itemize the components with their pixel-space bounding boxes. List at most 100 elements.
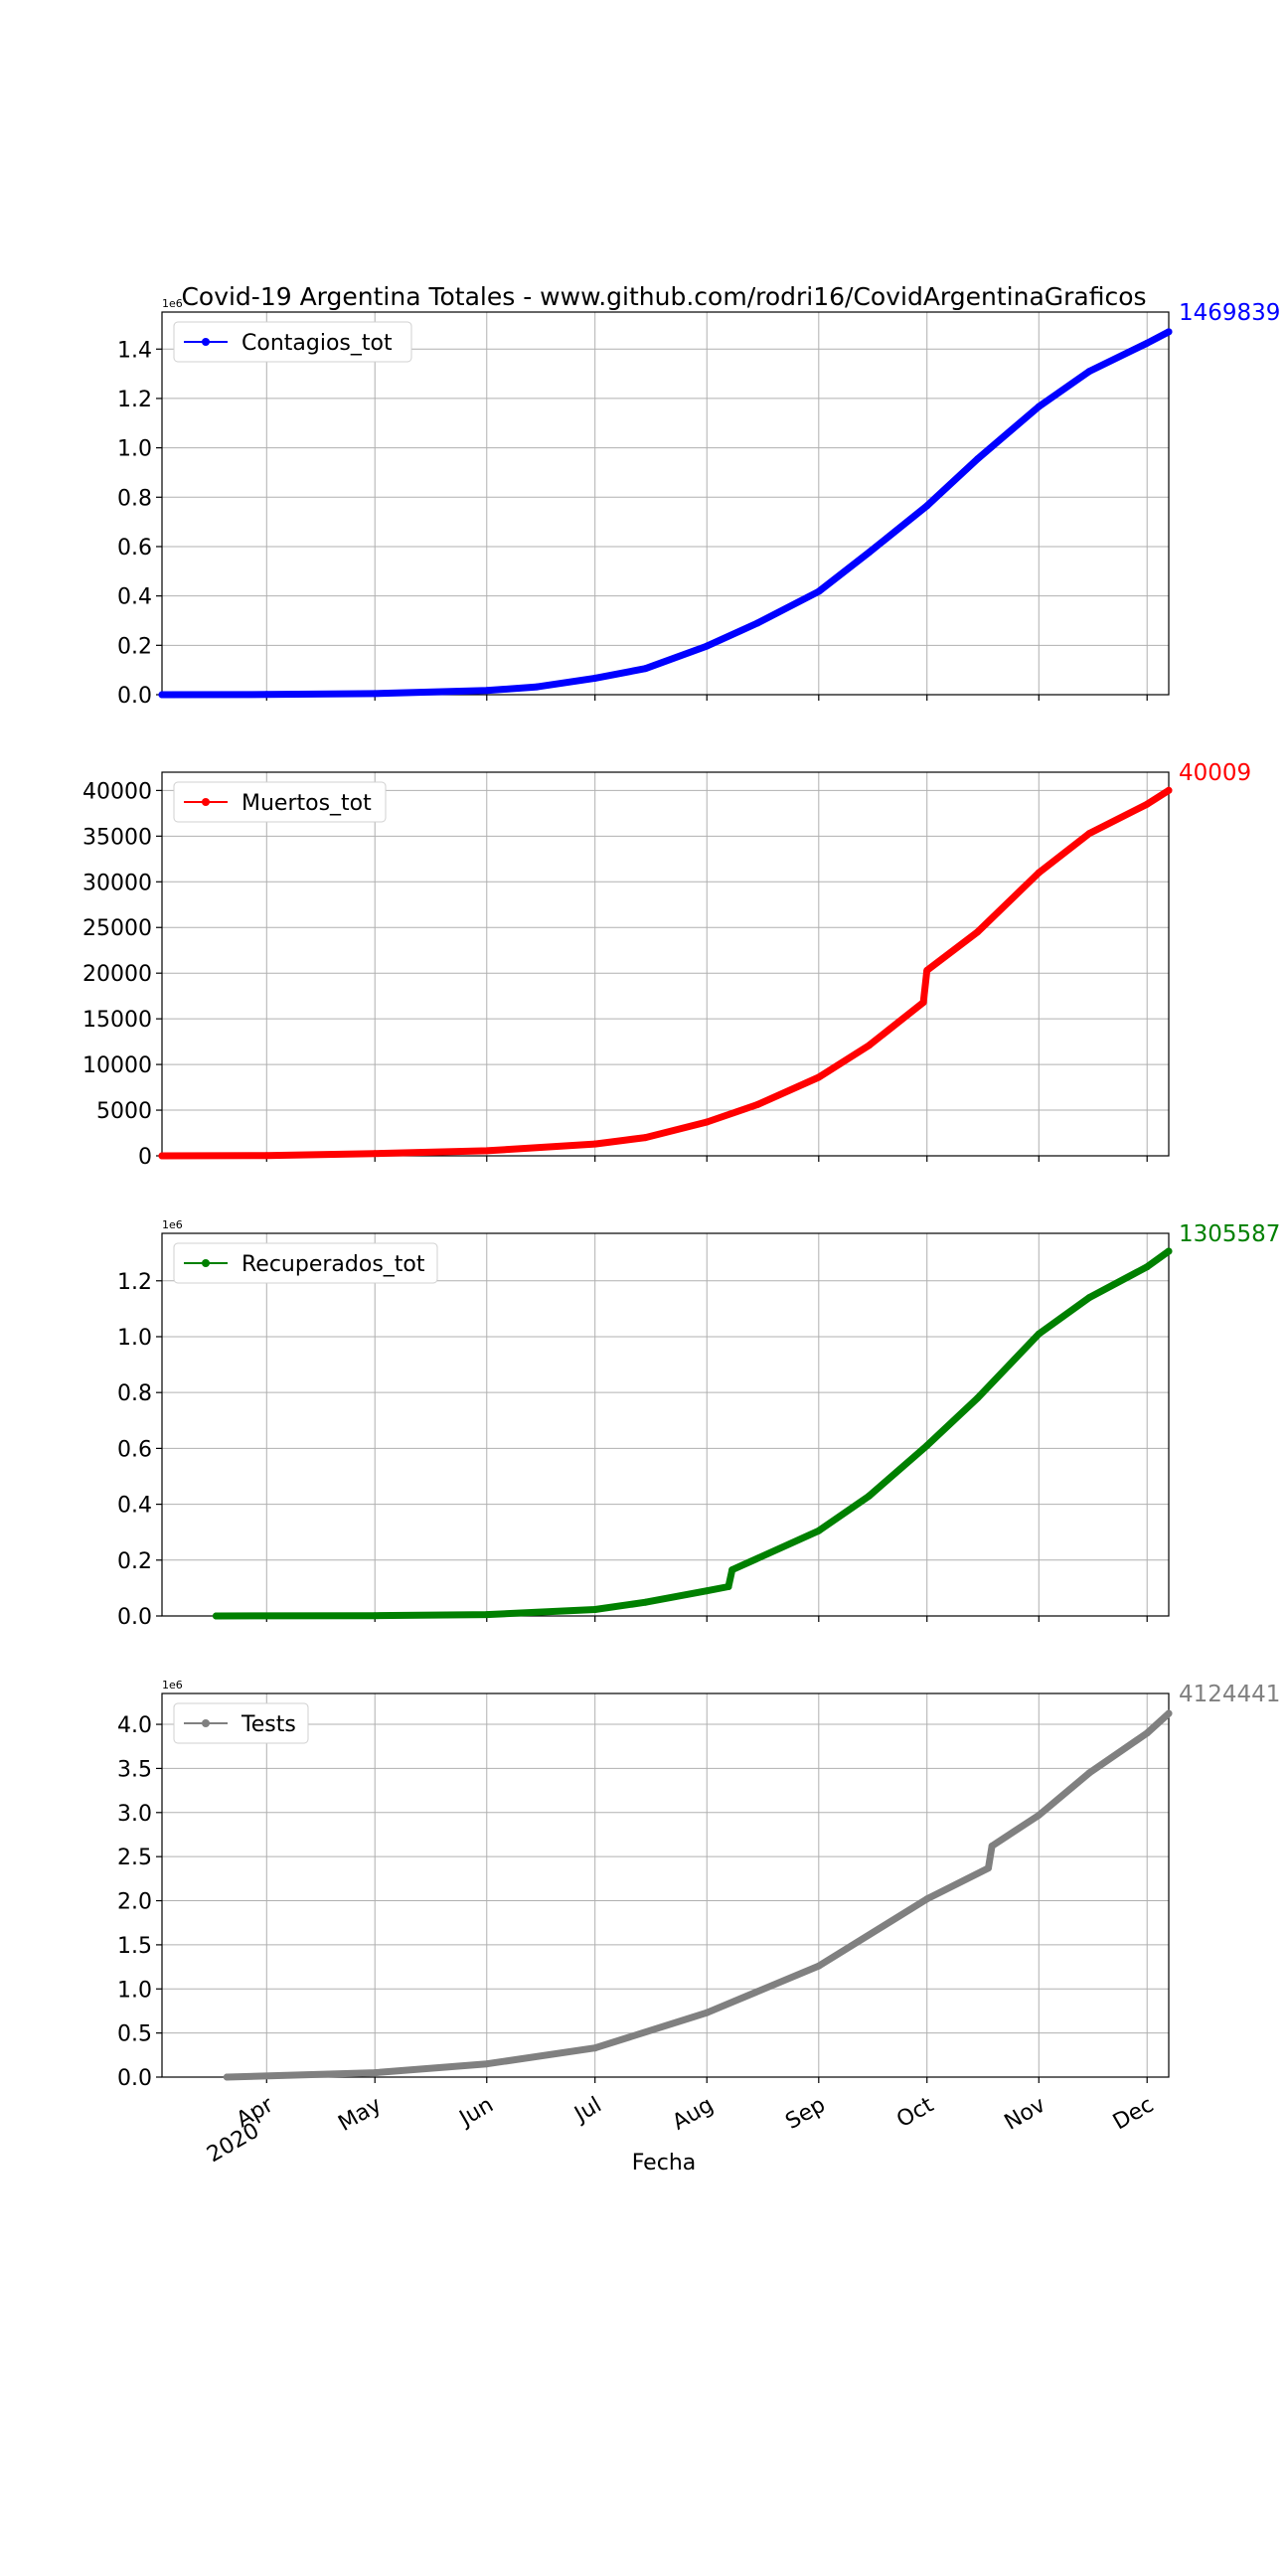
legend: Recuperados_tot — [173, 1242, 438, 1284]
y-tick-label: 3.5 — [117, 1757, 152, 1782]
x-axis-label: Fecha — [632, 2151, 697, 2175]
y-tick-label: 15000 — [82, 1008, 152, 1033]
y-tick-label: 2.0 — [117, 1890, 152, 1915]
data-point — [919, 999, 927, 1007]
data-point — [212, 1612, 220, 1620]
y-tick-label: 0.5 — [117, 2022, 152, 2047]
axes-frame — [161, 311, 1170, 696]
last-value-label: 4124441 — [1179, 1682, 1280, 1707]
x-tick-label: Jun — [454, 2093, 498, 2133]
data-point — [371, 690, 379, 698]
y-tick-label: 3.0 — [117, 1802, 152, 1827]
data-point — [591, 1606, 599, 1614]
data-point — [1085, 1294, 1093, 1302]
subplot-contagios-tot: 0.0 0.2 0.4 0.6 0.8 1.0 1.2 1.4 1e6 1469839 Contag… — [117, 297, 1280, 709]
data-point — [591, 1140, 599, 1148]
data-point — [1085, 1769, 1093, 1777]
y-tick-label: 0.0 — [117, 1605, 152, 1630]
legend-label: Recuperados_tot — [242, 1252, 425, 1277]
data-point — [1165, 328, 1173, 336]
y-tick-label: 0.6 — [117, 1437, 152, 1462]
data-point — [1035, 402, 1043, 410]
legend-label: Muertos_tot — [242, 791, 372, 816]
subplot-muertos-tot: 0 5000 10000 15000 20000 25000 30000 35000 40000… — [82, 760, 1251, 1170]
data-point — [483, 1611, 491, 1619]
data-point — [724, 1582, 732, 1590]
x-tick-label: Oct — [892, 2092, 938, 2133]
data-point — [1165, 1709, 1173, 1717]
legend: Muertos_tot — [173, 781, 387, 823]
y-tick-label: 0.2 — [117, 634, 152, 659]
x-tick-label: May — [334, 2093, 386, 2137]
y-tick-label: 1.0 — [117, 1978, 152, 2003]
x-tick-label: Jul — [568, 2093, 605, 2129]
y-tick-label: 35000 — [82, 825, 152, 850]
legend-marker — [202, 338, 210, 346]
y-tick-label: 1.2 — [117, 388, 152, 412]
x-tick-label: Sep — [781, 2093, 829, 2135]
y-tick-label: 5000 — [96, 1099, 152, 1124]
subplots: 0.0 0.2 0.4 0.6 0.8 1.0 1.2 1.4 1e6 1469839 Contag… — [82, 297, 1280, 2091]
data-point — [591, 674, 599, 682]
legend-box — [173, 321, 412, 363]
y-tick-label: 0.0 — [117, 684, 152, 709]
y-tick-label: 1.5 — [117, 1934, 152, 1959]
data-point — [642, 665, 650, 673]
y-tick-label: 0 — [138, 1145, 152, 1170]
data-point — [703, 642, 711, 650]
y-tick-label: 1.0 — [117, 437, 152, 462]
data-point — [1085, 368, 1093, 376]
data-point — [703, 2009, 711, 2016]
y-tick-label: 0.6 — [117, 536, 152, 561]
data-point — [974, 455, 982, 463]
data-point — [1035, 1811, 1043, 1819]
data-point — [1143, 339, 1151, 347]
data-point — [483, 687, 491, 695]
data-point — [371, 1150, 379, 1158]
x-tick-label: Dec — [1109, 2093, 1158, 2136]
legend-box — [173, 1242, 438, 1284]
x-tick-label: Aug — [669, 2093, 719, 2136]
data-point — [158, 1152, 166, 1160]
data-point — [1143, 1263, 1151, 1271]
data-point — [866, 1492, 874, 1500]
axes-frame — [161, 1692, 1170, 2078]
axes-frame — [161, 771, 1170, 1157]
data-point — [988, 1843, 996, 1851]
data-point — [371, 2069, 379, 2077]
data-point — [1165, 1247, 1173, 1255]
y-tick-label: 0.8 — [117, 1381, 152, 1406]
data-point — [642, 1134, 650, 1142]
y-tick-label: 0.2 — [117, 1549, 152, 1574]
data-point — [591, 2044, 599, 2052]
data-point — [1085, 830, 1093, 838]
data-point — [866, 1042, 874, 1049]
data-point — [371, 1612, 379, 1620]
y-tick-label: 0.4 — [117, 585, 152, 610]
last-value-label: 40009 — [1179, 760, 1251, 786]
subplot-tests: 0.0 0.5 1.0 1.5 2.0 2.5 3.0 3.5 4.0 1e6 4124441 Tes… — [117, 1679, 1280, 2091]
data-point — [974, 928, 982, 936]
y-tick-label: 1.2 — [117, 1270, 152, 1295]
legend-box — [173, 1702, 309, 1744]
data-point — [923, 1895, 931, 1903]
data-point — [728, 1566, 736, 1574]
data-point — [703, 1118, 711, 1126]
y-tick-label: 4.0 — [117, 1713, 152, 1738]
data-point — [753, 1101, 761, 1109]
data-point — [923, 966, 931, 974]
x-tick-sublabel: 2020 — [203, 2119, 263, 2169]
data-point — [534, 683, 542, 691]
data-point — [923, 1442, 931, 1450]
y-tick-label: 0.8 — [117, 486, 152, 511]
data-point — [262, 691, 270, 699]
data-line-recuperados-tot — [213, 1247, 1173, 1620]
y-tick-label: 1.4 — [117, 338, 152, 363]
y-offset-label: 1e6 — [162, 1679, 183, 1691]
chart-title: Covid-19 Argentina Totales - www.github.… — [181, 282, 1146, 311]
y-tick-label: 0.4 — [117, 1494, 152, 1519]
data-point — [753, 619, 761, 627]
data-point — [974, 1394, 982, 1402]
data-point — [483, 1147, 491, 1155]
